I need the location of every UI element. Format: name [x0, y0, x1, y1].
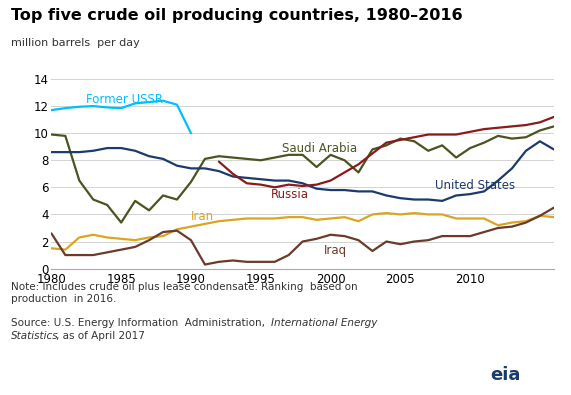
- Text: Iran: Iran: [191, 210, 214, 223]
- Text: Source: U.S. Energy Information  Administration,: Source: U.S. Energy Information Administ…: [11, 318, 269, 328]
- Text: International Energy: International Energy: [271, 318, 377, 328]
- Text: Note: Includes crude oil plus lease condensate. Ranking  based on: Note: Includes crude oil plus lease cond…: [11, 282, 358, 292]
- Text: million barrels  per day: million barrels per day: [11, 38, 140, 47]
- Text: Former USSR: Former USSR: [86, 93, 163, 106]
- Text: , as of April 2017: , as of April 2017: [56, 331, 145, 340]
- Text: Top five crude oil producing countries, 1980–2016: Top five crude oil producing countries, …: [11, 8, 463, 23]
- Text: United States: United States: [435, 179, 516, 192]
- Text: production  in 2016.: production in 2016.: [11, 294, 117, 304]
- Text: eia: eia: [490, 366, 521, 384]
- Text: Russia: Russia: [271, 188, 308, 201]
- Text: Iraq: Iraq: [324, 244, 347, 257]
- Text: Statistics: Statistics: [11, 331, 59, 340]
- Text: Saudi Arabia: Saudi Arabia: [282, 142, 357, 155]
